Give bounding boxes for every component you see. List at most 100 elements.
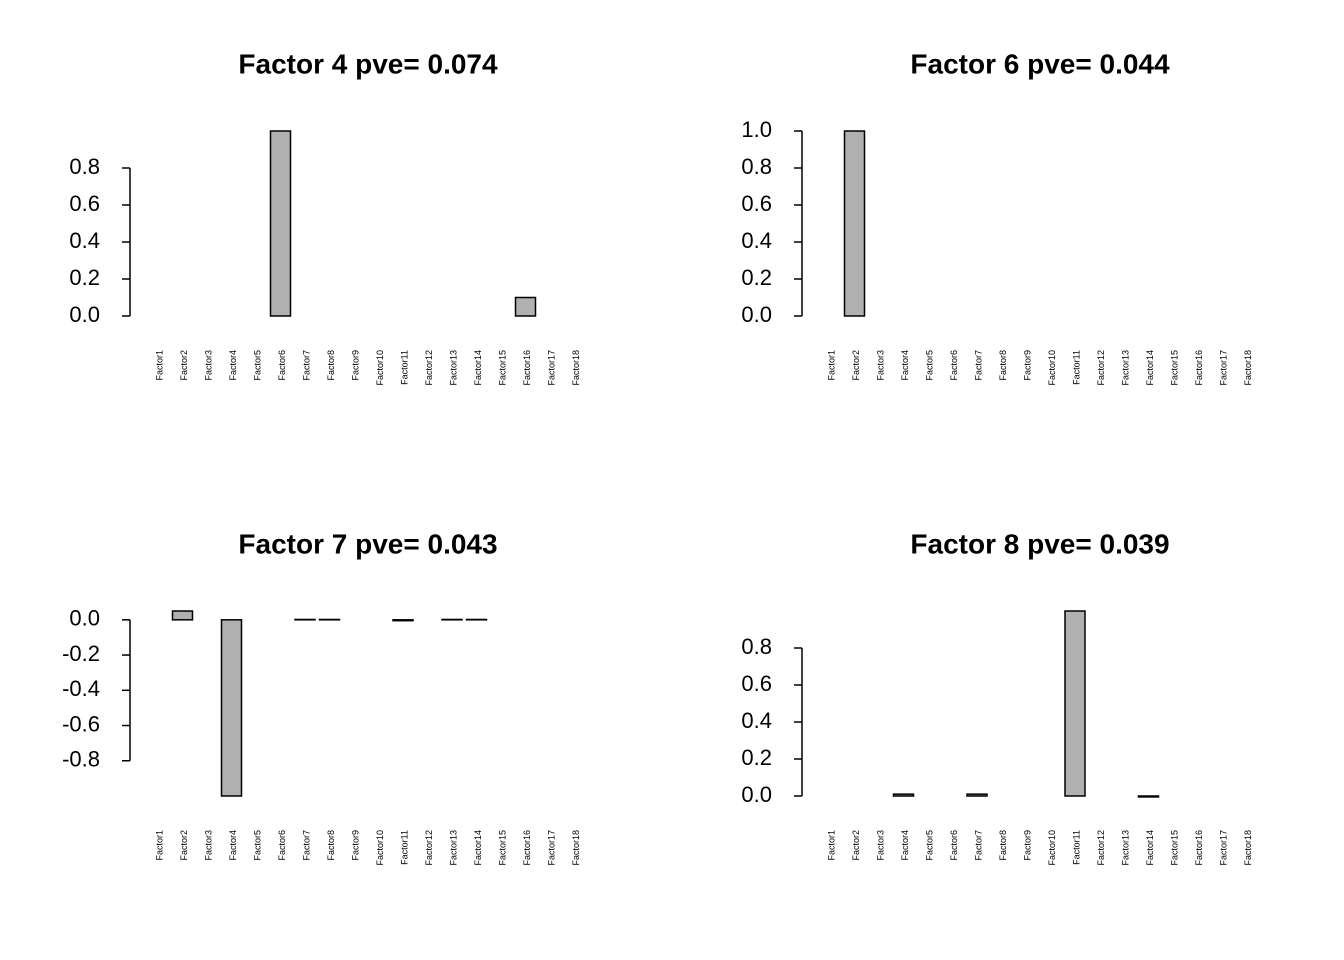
x-tick-label: Factor15 [497,830,507,866]
y-tick-label: 0.0 [741,782,772,807]
x-tick-label: Factor8 [998,350,1008,381]
x-tick-label: Factor10 [375,350,385,386]
y-tick-label: 0.0 [69,606,100,631]
x-tick-label: Factor14 [473,350,483,386]
x-tick-label: Factor11 [399,350,409,385]
x-tick-label: Factor18 [1243,830,1253,866]
y-tick-label: 0.0 [741,302,772,327]
x-tick-label: Factor11 [399,830,409,865]
x-tick-label: Factor6 [949,830,959,861]
x-tick-label: Factor3 [203,350,213,381]
x-tick-label: Factor17 [1218,830,1228,866]
y-tick-label: 0.2 [69,265,100,290]
bar [843,130,866,317]
y-tick-label: 0.6 [69,191,100,216]
y-tick-label: -0.4 [62,676,100,701]
x-tick-label: Factor1 [826,830,836,861]
y-tick-label: -0.8 [62,747,100,772]
x-tick-label: Factor13 [1120,350,1130,386]
panel-title: Factor 7 pve= 0.043 [238,528,497,559]
x-tick-label: Factor4 [900,830,910,861]
x-tick-label: Factor10 [1047,350,1057,386]
x-tick-label: Factor3 [875,350,885,381]
panel-title: Factor 4 pve= 0.074 [238,48,498,79]
x-tick-label: Factor12 [1096,830,1106,866]
panel-title: Factor 8 pve= 0.039 [910,528,1169,559]
x-tick-label: Factor14 [473,830,483,866]
x-tick-label: Factor10 [1047,830,1057,866]
x-tick-label: Factor7 [301,830,311,861]
x-tick-label: Factor12 [424,830,434,866]
x-tick-label: Factor11 [1071,350,1081,385]
x-tick-label: Factor7 [973,830,983,861]
x-tick-label: Factor16 [1194,830,1204,866]
y-tick-label: -0.2 [62,641,100,666]
x-tick-label: Factor10 [375,830,385,866]
y-tick-label: 0.2 [741,265,772,290]
x-tick-label: Factor2 [179,830,189,861]
x-tick-label: Factor8 [326,350,336,381]
x-tick-label: Factor15 [1169,350,1179,386]
bar [1064,610,1086,797]
bar [171,610,194,621]
x-tick-label: Factor5 [252,830,262,861]
bar [1137,795,1160,798]
x-tick-label: Factor13 [1120,830,1130,866]
y-tick-label: 0.8 [69,154,100,179]
y-tick-label: 0.4 [741,708,772,733]
y-tick-label: 0.8 [741,154,772,179]
x-tick-label: Factor4 [228,350,238,381]
x-tick-label: Factor2 [851,830,861,861]
bar [966,793,988,797]
x-tick-label: Factor5 [924,350,934,381]
x-tick-label: Factor9 [1022,350,1032,381]
x-tick-label: Factor16 [522,350,532,386]
x-tick-label: Factor18 [571,350,581,386]
y-tick-label: 0.2 [741,745,772,770]
x-tick-label: Factor16 [1194,350,1204,386]
x-tick-label: Factor9 [350,830,360,861]
y-tick-label: 0.8 [741,634,772,659]
x-tick-label: Factor1 [154,830,164,861]
x-tick-label: Factor13 [448,350,458,386]
panel: Factor 6 pve= 0.044 0.0 0.2 0.4 0.6 0.8 1.0 Fac… [741,48,1252,385]
x-tick-label: Factor2 [179,350,189,381]
x-tick-label: Factor9 [350,350,360,381]
panel: Factor 7 pve= 0.043 0.0 -0.2 -0.4 -0.6 -0.8 Fa… [62,528,581,865]
bar [892,793,915,797]
x-tick-label: Factor6 [277,350,287,381]
x-tick-label: Factor1 [826,350,836,381]
x-tick-label: Factor6 [277,830,287,861]
x-tick-label: Factor6 [949,350,959,381]
x-tick-label: Factor5 [924,830,934,861]
y-tick-label: 0.0 [69,302,100,327]
x-tick-label: Factor17 [546,830,556,866]
x-tick-label: Factor2 [851,350,861,381]
x-tick-label: Factor15 [497,350,507,386]
y-tick-label: -0.6 [62,711,100,736]
bar [269,130,292,317]
y-tick-label: 1.0 [741,117,772,142]
x-tick-label: Factor17 [546,350,556,386]
y-tick-label: 0.4 [741,228,772,253]
x-tick-label: Factor11 [1071,830,1081,865]
x-tick-label: Factor14 [1145,830,1155,866]
panel: Factor 8 pve= 0.039 0.0 0.2 0.4 0.6 0.8 Factor… [741,528,1252,865]
x-tick-label: Factor4 [900,350,910,381]
x-tick-label: Factor14 [1145,350,1155,386]
y-tick-label: 0.6 [741,191,772,216]
x-tick-label: Factor3 [203,830,213,861]
x-tick-label: Factor12 [1096,350,1106,386]
x-tick-label: Factor13 [448,830,458,866]
x-tick-label: Factor7 [973,350,983,381]
y-tick-label: 0.6 [741,671,772,696]
x-tick-label: Factor18 [571,830,581,866]
x-tick-label: Factor12 [424,350,434,386]
y-tick-label: 0.4 [69,228,100,253]
x-tick-label: Factor8 [326,830,336,861]
x-tick-label: Factor16 [522,830,532,866]
x-tick-label: Factor18 [1243,350,1253,386]
x-tick-label: Factor15 [1169,830,1179,866]
x-tick-label: Factor9 [1022,830,1032,861]
